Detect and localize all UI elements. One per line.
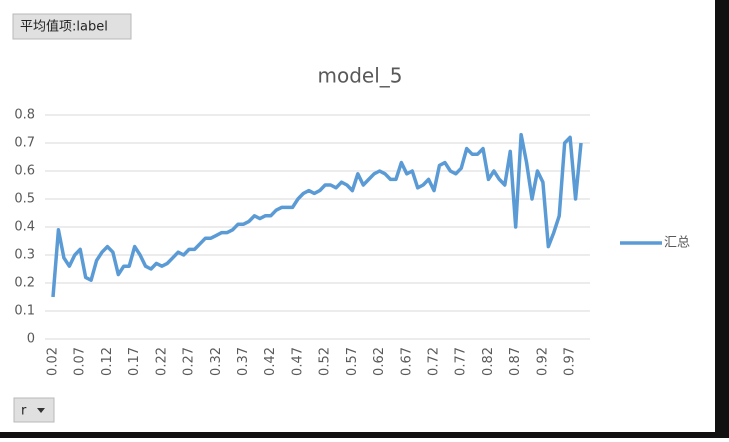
x-tick-label: 0.07 [73, 347, 88, 376]
x-tick-label: 0.72 [427, 347, 442, 376]
y-tick-label: 0.4 [14, 220, 35, 235]
x-tick-label: 0.87 [508, 347, 523, 376]
axis-field-label: r [21, 404, 27, 419]
chart-title: model_5 [318, 64, 403, 88]
x-tick-label: 0.17 [127, 347, 142, 376]
x-tick-label: 0.22 [154, 347, 169, 376]
x-tick-label: 0.67 [399, 347, 414, 376]
window-border [0, 432, 729, 438]
x-tick-label: 0.92 [535, 347, 550, 376]
y-tick-label: 0 [27, 332, 35, 347]
y-tick-label: 0.5 [14, 192, 35, 207]
x-tick-label: 0.97 [563, 347, 578, 376]
y-tick-label: 0.2 [14, 276, 35, 291]
x-tick-label: 0.77 [454, 347, 469, 376]
x-tick-label: 0.62 [372, 347, 387, 376]
x-tick-label: 0.02 [46, 347, 61, 376]
dropdown-arrow [37, 408, 45, 413]
x-tick-label: 0.32 [209, 347, 224, 376]
y-tick-label: 0.3 [14, 248, 35, 263]
x-tick-label: 0.37 [236, 347, 251, 376]
y-tick-label: 0.6 [14, 164, 35, 179]
legend-label: 汇总 [664, 236, 690, 251]
y-tick-label: 0.1 [14, 304, 35, 319]
value-field-button[interactable] [12, 13, 132, 40]
x-tick-label: 0.47 [290, 347, 305, 376]
x-tick-label: 0.57 [345, 347, 360, 376]
y-tick-label: 0.8 [14, 108, 35, 123]
x-tick-label: 0.82 [481, 347, 496, 376]
x-tick-label: 0.52 [318, 347, 333, 376]
x-tick-label: 0.42 [263, 347, 278, 376]
x-tick-label: 0.27 [182, 347, 197, 376]
axis-field-button[interactable] [13, 397, 55, 423]
series-line [51, 132, 583, 298]
window-border [715, 0, 729, 438]
x-tick-label: 0.12 [100, 347, 115, 376]
value-field-label: 平均值项:label [20, 19, 108, 35]
y-tick-label: 0.7 [14, 136, 35, 151]
